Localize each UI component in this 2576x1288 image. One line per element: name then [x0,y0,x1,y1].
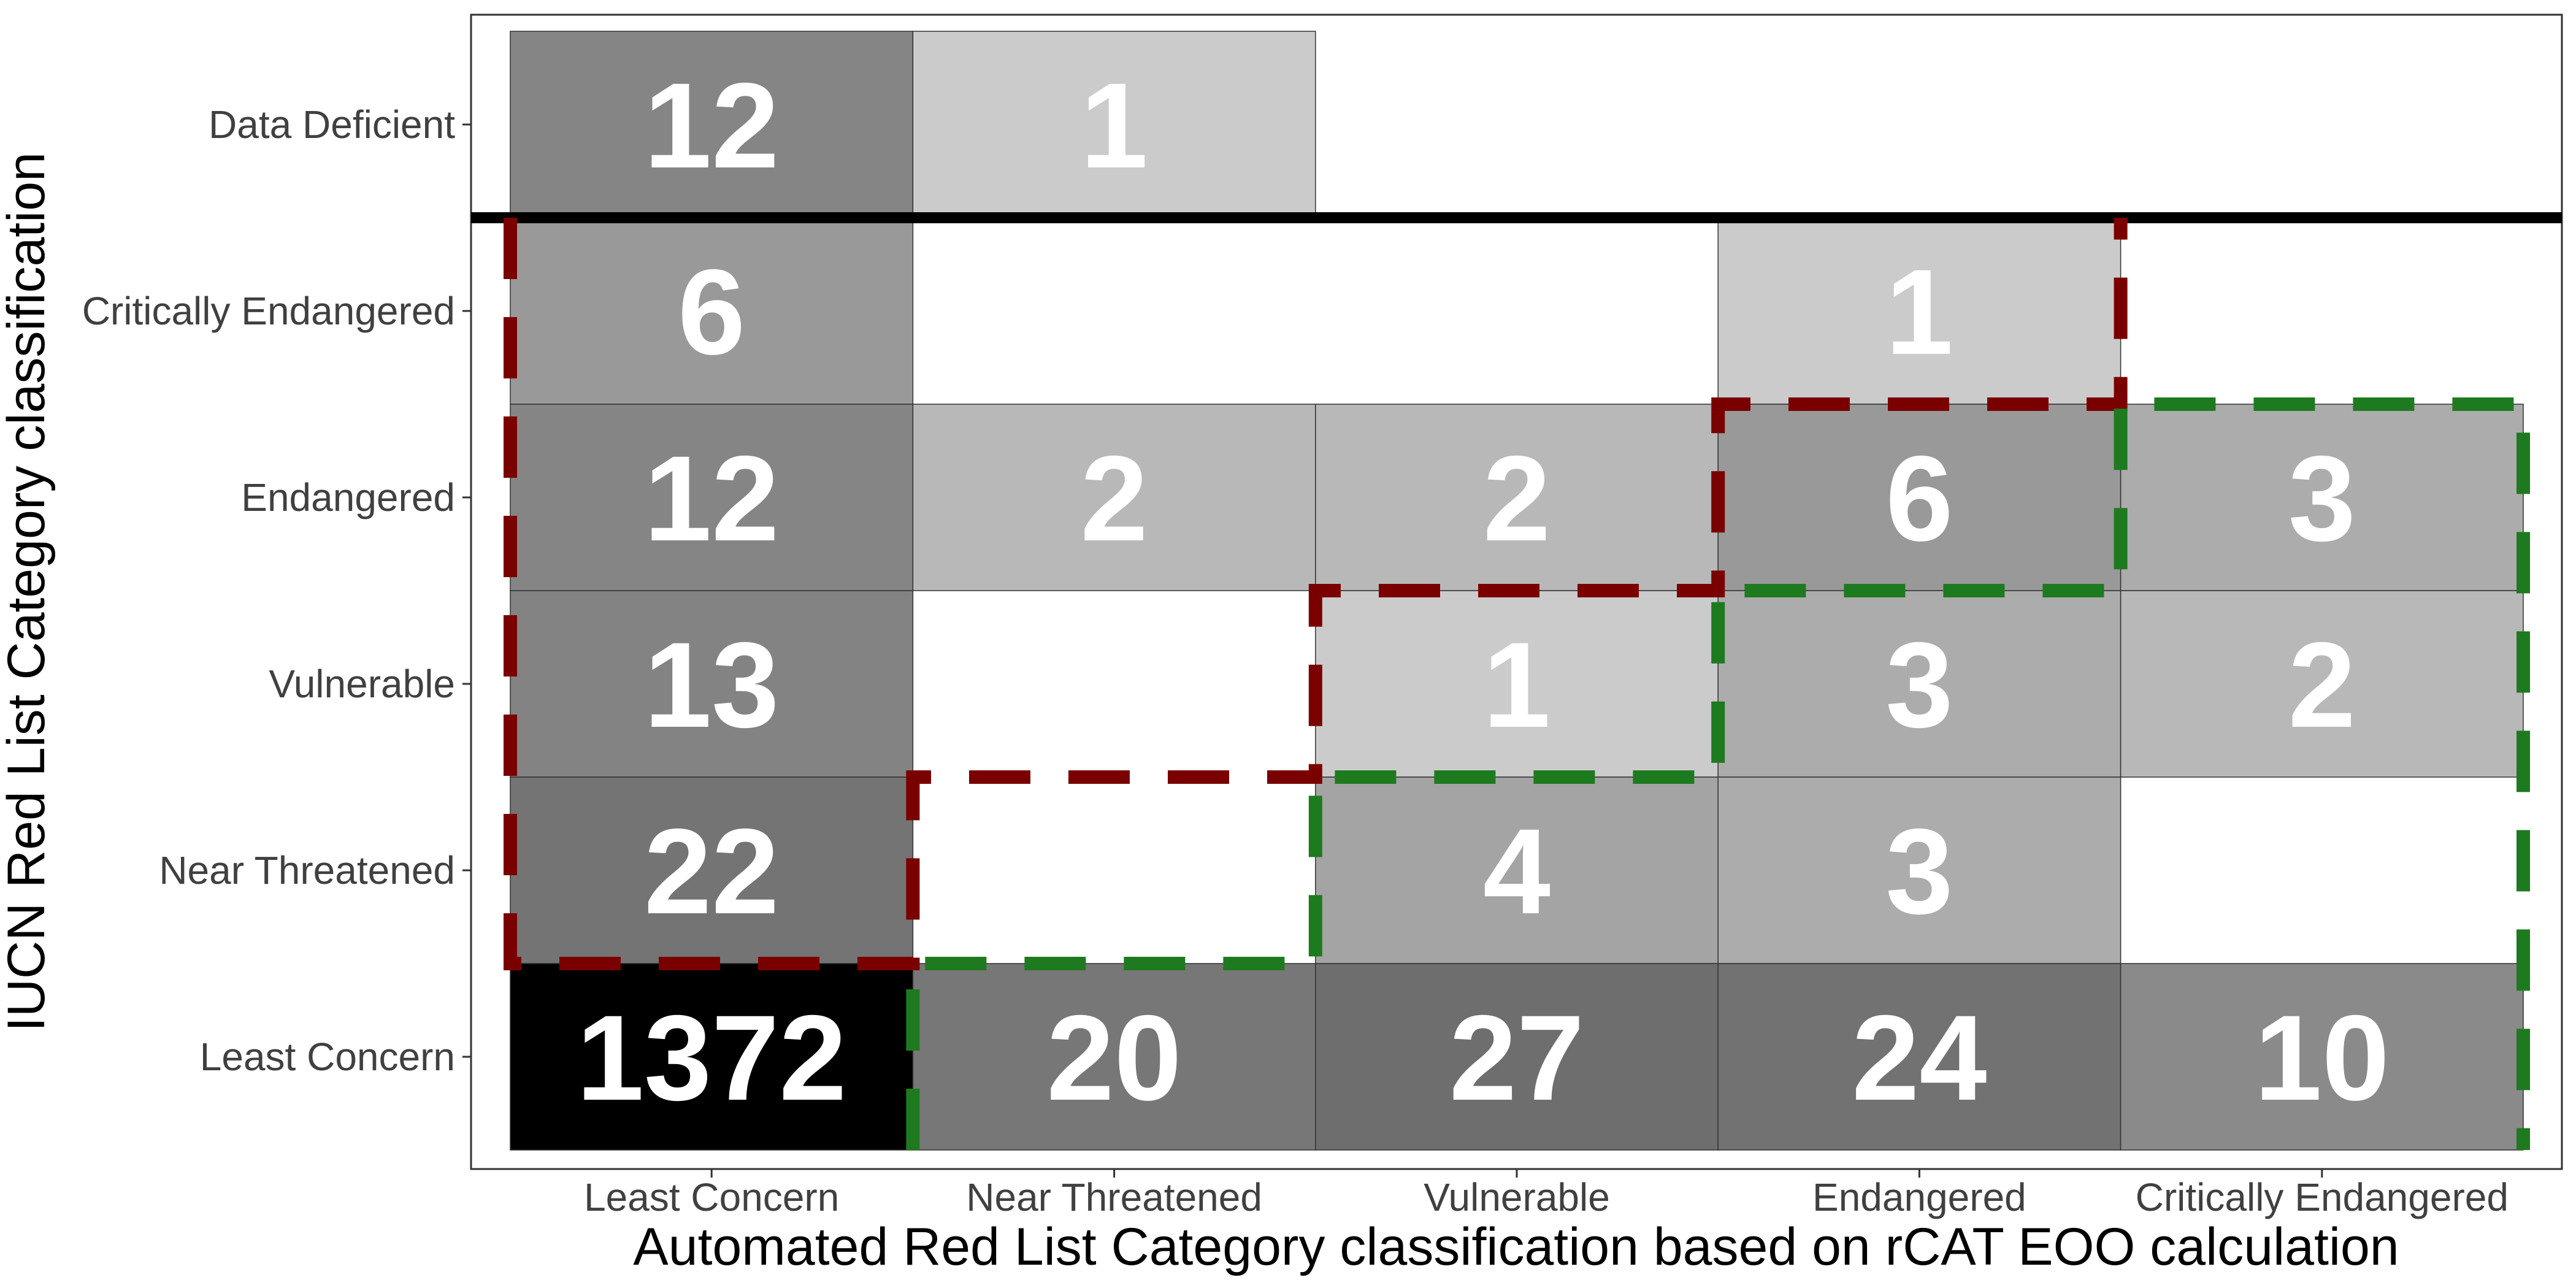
heatmap-cell-near-threatened-least-concern [510,776,914,964]
cell-value-label: 12 [644,58,779,193]
y-axis-title: IUCN Red List Category classification [0,152,56,1032]
cell-value-label: 12 [644,431,779,566]
cell-value-label: 22 [644,803,779,939]
heatmap-cell-vulnerable-least-concern [510,590,914,778]
y-tick-label: Least Concern [200,1035,455,1079]
heatmap-cell-vulnerable-endangered [1717,590,2122,778]
cell-value-label: 2 [1081,431,1148,566]
x-tick-label: Least Concern [584,1175,839,1219]
cells-layer [471,31,2562,1151]
red-dashed-outline [504,218,2128,970]
x-tick-label: Critically Endangered [2136,1175,2509,1219]
heatmap-cell-endangered-critically-endangered [2120,404,2524,591]
cell-value-label: 10 [2255,990,2390,1125]
cell-value-label: 1372 [577,990,846,1125]
heatmap-cell-vulnerable-vulnerable [1315,590,1719,778]
heatmap-cell-least-concern-vulnerable [1315,963,1719,1151]
cell-value-label: 20 [1046,990,1181,1125]
heatmap-cell-least-concern-endangered [1717,963,2122,1151]
cell-value-label: 2 [2288,617,2356,753]
heatmap-cell-critically-endangered-least-concern [510,217,914,405]
heatmap-cell-least-concern-near-threatened [912,963,1316,1151]
heatmap-cell-vulnerable-critically-endangered [2120,590,2524,778]
heatmap-cell-least-concern-least-concern [510,963,914,1151]
y-tick-label: Vulnerable [269,662,455,706]
x-tick-label: Vulnerable [1424,1175,1610,1219]
cell-value-label: 1 [1885,244,1953,380]
x-tick-label: Near Threatened [966,1175,1262,1219]
heatmap-cell-near-threatened-endangered [1717,776,2122,964]
y-tick-label: Endangered [241,475,455,519]
cell-value-label: 1 [1483,617,1551,753]
heatmap-cell-data-deficient-least-concern [510,31,914,218]
cell-value-label: 6 [678,244,745,380]
heatmap-cell-least-concern-critically-endangered [2120,963,2524,1151]
x-axis-title: Automated Red List Category classificati… [633,1217,2399,1276]
outline-layer [504,218,2530,1150]
cell-value-label: 3 [1885,617,1953,753]
cell-value-label: 4 [1483,803,1551,939]
heatmap-cell-endangered-least-concern [510,404,914,591]
heatmap-cell-data-deficient-near-threatened [912,31,1316,218]
y-tick-label: Near Threatened [159,848,455,892]
cell-value-label: 27 [1449,990,1584,1125]
x-tick-label: Endangered [1812,1175,2026,1219]
cell-value-label: 3 [1885,803,1953,939]
y-tick-label: Critically Endangered [82,289,455,333]
cell-value-label: 13 [644,617,779,753]
cell-value-label: 3 [2288,431,2356,566]
heatmap-cell-endangered-vulnerable [1315,404,1719,591]
cell-value-label: 1 [1081,58,1148,193]
cell-value-label: 6 [1885,431,1953,566]
y-axis: Least Concern Near Threatened Vulnerable En… [82,102,471,1079]
heatmap-cell-endangered-near-threatened [912,404,1316,591]
y-tick-label: Data Deficient [209,102,455,147]
cell-value-label: 24 [1852,990,1987,1125]
heatmap-cell-critically-endangered-endangered [1717,217,2122,405]
heatmap-cell-near-threatened-vulnerable [1315,776,1719,964]
x-axis: Least Concern Near Threatened Vulnerable En… [584,1169,2509,1219]
cell-value-label: 2 [1483,431,1551,566]
